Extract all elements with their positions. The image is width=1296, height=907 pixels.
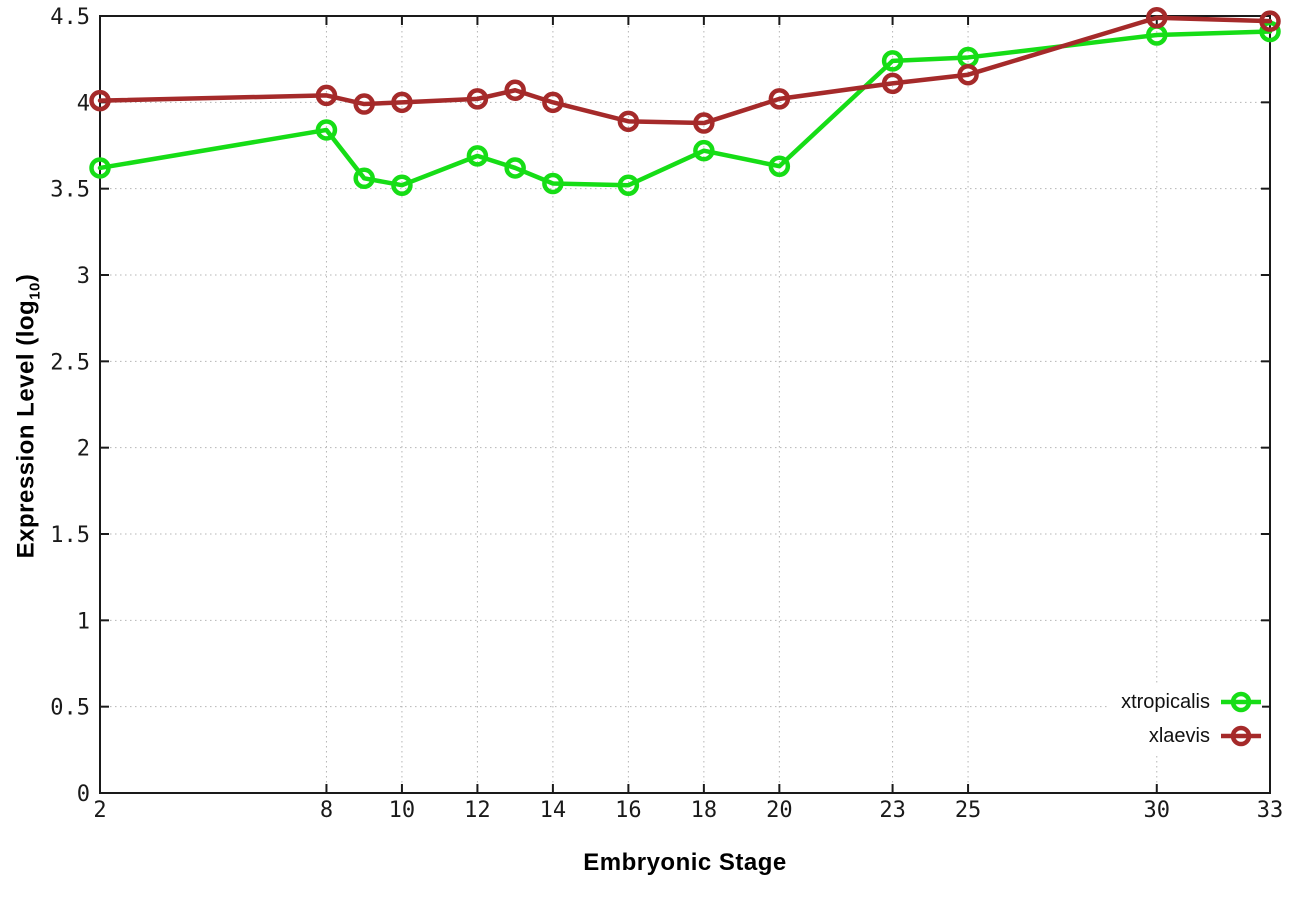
y-tick-labels: 0 0.5 1 1.5 2 2.5 3 3.5 4 4.5	[50, 5, 90, 807]
y-tick-label: 0.5	[50, 696, 90, 721]
legend-item-xlaevis: xlaevis	[1109, 719, 1262, 753]
data-point-xtropicalis	[881, 50, 904, 72]
data-point-xlaevis	[617, 110, 640, 133]
x-tick-label: 30	[1144, 798, 1171, 823]
data-point-xlaevis	[353, 93, 375, 115]
data-point-xlaevis	[768, 88, 791, 110]
legend-item-xtropicalis: xtropicalis	[1109, 685, 1262, 719]
y-axis-title-text: Expression Level (log	[12, 299, 40, 559]
legend-marker-xtropicalis	[1221, 691, 1261, 713]
data-point-xlaevis	[1259, 10, 1281, 32]
data-point-xtropicalis	[315, 119, 338, 141]
y-tick-label: 1.5	[50, 523, 90, 548]
x-axis-title: Embryonic Stage	[583, 849, 787, 876]
series-xlaevis	[89, 6, 1281, 134]
x-tick-label: 25	[955, 798, 982, 823]
series-line-xlaevis	[97, 15, 1273, 126]
data-point-xlaevis	[542, 91, 564, 114]
series-xtropicalis	[89, 20, 1281, 196]
y-axis-title-close: )	[12, 273, 40, 283]
x-tick-label: 8	[320, 798, 333, 823]
x-tick-label: 16	[615, 798, 642, 823]
data-point-xtropicalis	[391, 174, 413, 196]
series-line-xtropicalis	[97, 29, 1273, 188]
legend: xtropicalis xlaevis	[1109, 685, 1262, 753]
x-tick-labels: 2 8 10 12 14 16 18 20 23 25 30 33	[93, 798, 1283, 823]
y-tick-label: 2.5	[50, 350, 90, 375]
data-point-xlaevis	[466, 88, 489, 110]
data-point-xlaevis	[504, 79, 526, 101]
x-tick-label: 12	[464, 798, 491, 823]
data-point-xtropicalis	[89, 157, 111, 179]
data-point-xlaevis	[693, 112, 715, 134]
y-tick-label: 0	[77, 782, 90, 807]
data-point-xlaevis	[1146, 6, 1168, 29]
x-tick-label: 14	[540, 798, 567, 823]
x-tick-label: 20	[766, 798, 793, 823]
legend-label-xlaevis: xlaevis	[1148, 724, 1210, 747]
y-axis-title: Expression Level (log10)	[13, 274, 44, 559]
data-point-xlaevis	[315, 84, 338, 107]
x-tick-label: 2	[93, 798, 106, 823]
plot-frame	[99, 15, 1271, 794]
y-tick-label: 4.5	[50, 5, 90, 30]
y-tick-label: 4	[77, 91, 90, 116]
data-point-xlaevis	[89, 89, 111, 112]
y-tick-label: 1	[77, 609, 90, 634]
y-tick-label: 3	[77, 264, 90, 289]
x-tick-label: 18	[691, 798, 718, 823]
data-point-xtropicalis	[542, 172, 564, 195]
axis-ticks	[99, 15, 1271, 794]
data-point-xlaevis	[881, 72, 904, 95]
x-tick-label: 23	[879, 798, 906, 823]
y-axis-title-subscript: 10	[26, 282, 44, 300]
data-point-xtropicalis	[693, 139, 715, 162]
x-tick-label: 10	[389, 798, 416, 823]
data-point-xlaevis	[391, 91, 413, 114]
x-tick-label: 33	[1257, 798, 1284, 823]
data-point-xtropicalis	[504, 157, 526, 179]
y-tick-label: 2	[77, 437, 90, 462]
y-tick-label: 3.5	[50, 178, 90, 203]
data-point-xlaevis	[957, 63, 979, 86]
gridlines	[100, 16, 1270, 793]
data-point-xtropicalis	[617, 174, 640, 196]
data-point-xtropicalis	[466, 145, 489, 167]
plot-border	[99, 15, 1271, 794]
data-point-xtropicalis	[768, 155, 791, 177]
legend-label-xtropicalis: xtropicalis	[1121, 690, 1210, 713]
data-point-xtropicalis	[353, 167, 375, 190]
legend-marker-xlaevis	[1221, 725, 1261, 747]
